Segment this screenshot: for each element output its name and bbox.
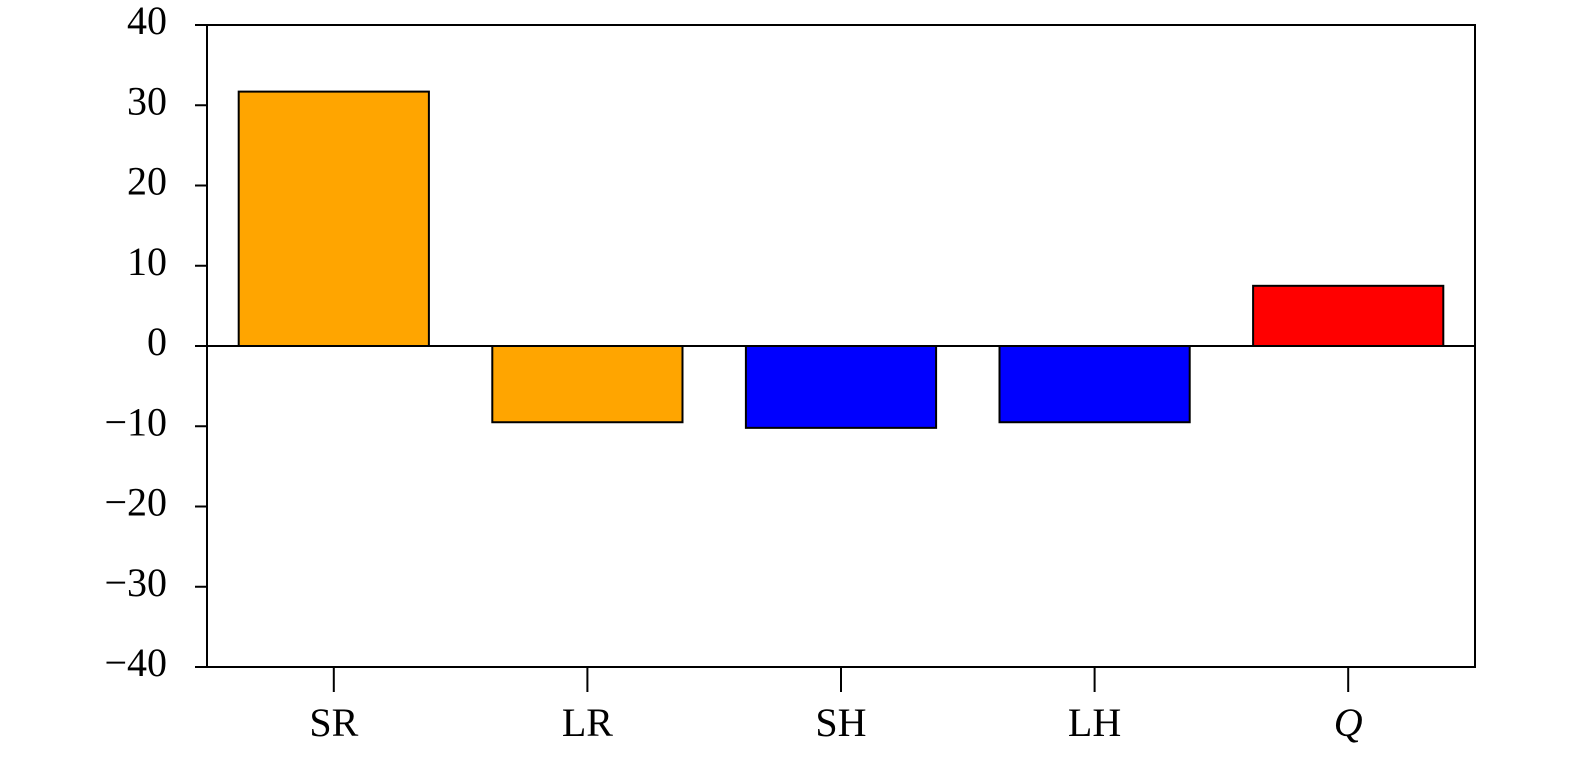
x-tick-label: LR (562, 700, 613, 745)
y-tick-label: 30 (127, 78, 167, 123)
x-tick-label: SH (815, 700, 866, 745)
x-tick-label: LH (1068, 700, 1121, 745)
bar (491, 345, 684, 424)
y-tick-label: −30 (104, 560, 167, 605)
y-tick-label: 10 (127, 239, 167, 284)
y-tick-label: −20 (104, 480, 167, 525)
x-tick-label: SR (309, 700, 358, 745)
y-tick-label: 40 (127, 0, 167, 43)
y-tick-label: 20 (127, 159, 167, 204)
y-tick-label: −40 (104, 640, 167, 685)
bar (237, 90, 430, 347)
bar (1252, 284, 1445, 347)
y-tick-label: −10 (104, 399, 167, 444)
x-tick-label: Q (1334, 700, 1363, 745)
bar (998, 345, 1191, 424)
y-tick-label: 0 (147, 319, 167, 364)
bar (744, 345, 938, 429)
